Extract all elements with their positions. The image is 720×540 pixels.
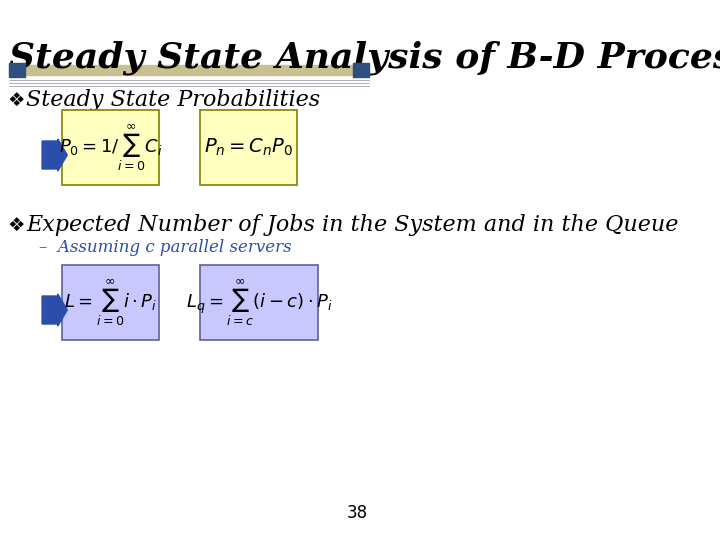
Text: –  Assuming c parallel servers: – Assuming c parallel servers (40, 239, 292, 255)
FancyBboxPatch shape (199, 265, 318, 340)
FancyBboxPatch shape (199, 110, 297, 185)
Text: Expected Number of Jobs in the System and in the Queue: Expected Number of Jobs in the System an… (27, 214, 679, 236)
FancyArrow shape (42, 139, 67, 171)
Text: $L_q = \sum_{i=c}^{\infty} (i-c) \cdot P_i$: $L_q = \sum_{i=c}^{\infty} (i-c) \cdot P… (186, 277, 332, 328)
FancyBboxPatch shape (62, 110, 159, 185)
Text: ❖: ❖ (7, 215, 24, 234)
FancyBboxPatch shape (62, 265, 159, 340)
Text: ❖: ❖ (7, 91, 24, 110)
Text: $P_n = C_n P_0$: $P_n = C_n P_0$ (204, 137, 293, 158)
Bar (9, 63, 25, 77)
Text: $L = \sum_{i=0}^{\infty} i \cdot P_i$: $L = \sum_{i=0}^{\infty} i \cdot P_i$ (64, 277, 157, 328)
Text: 38: 38 (347, 504, 368, 522)
Bar (354, 63, 369, 77)
Text: Steady State Analysis of B-D Processes (III): Steady State Analysis of B-D Processes (… (9, 40, 720, 75)
FancyArrow shape (42, 294, 67, 326)
Bar (9, 65, 369, 75)
Text: $P_0 = 1 / \sum_{i=0}^{\infty} C_i$: $P_0 = 1 / \sum_{i=0}^{\infty} C_i$ (58, 122, 163, 173)
Text: Steady State Probabilities: Steady State Probabilities (27, 89, 320, 111)
